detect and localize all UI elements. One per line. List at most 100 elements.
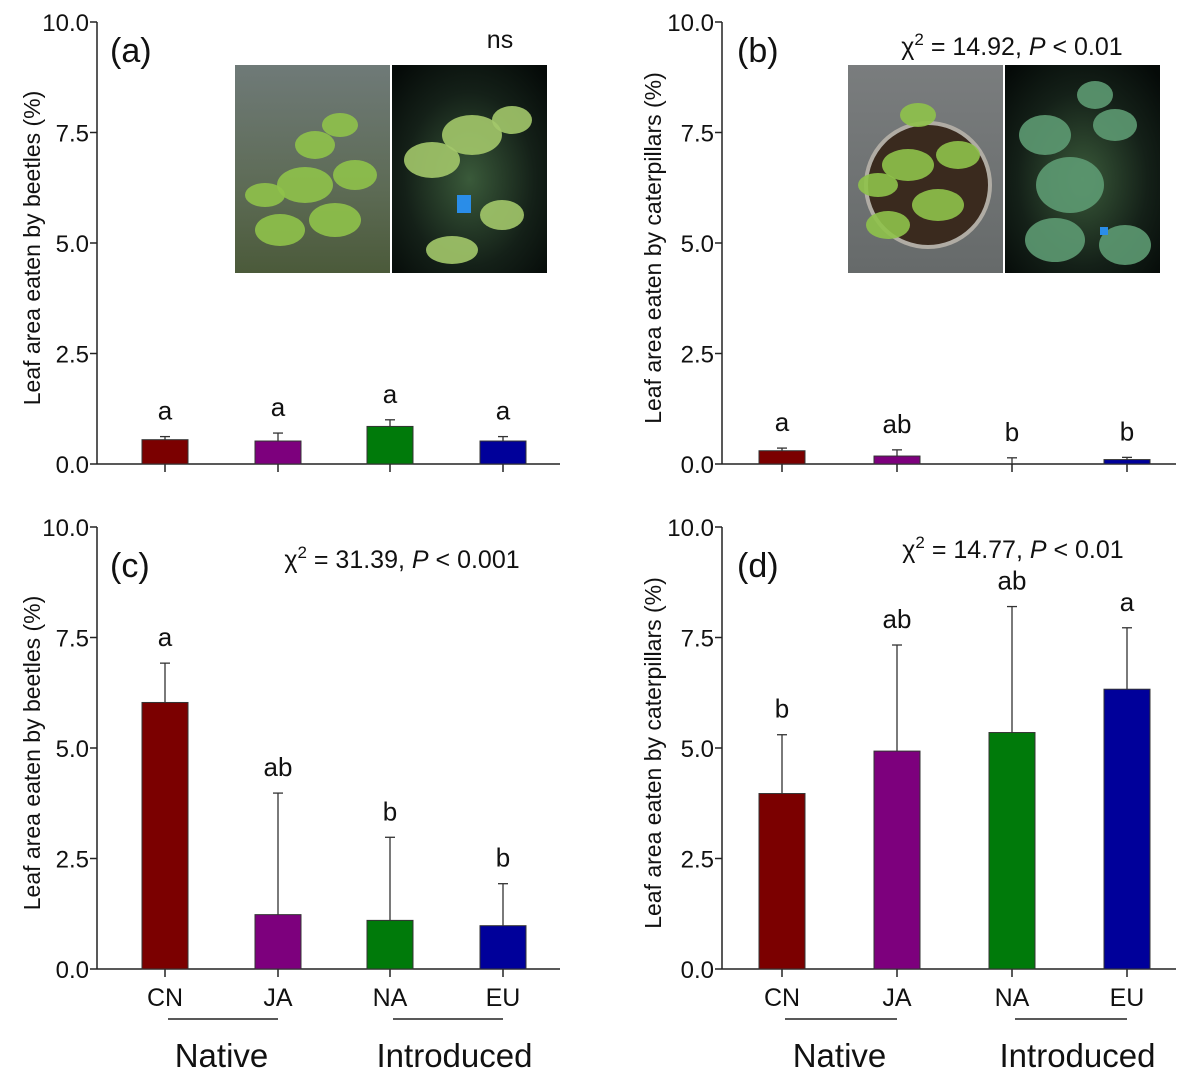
- leaf: [333, 160, 377, 190]
- chi-value: = 14.77,: [925, 536, 1030, 564]
- bar-ja: [873, 750, 921, 970]
- bar-cn: [141, 701, 189, 970]
- p-value: < 0.01: [1047, 536, 1124, 564]
- leaf: [492, 106, 532, 134]
- p-value: < 0.001: [429, 546, 520, 574]
- bar-ja: [873, 455, 921, 465]
- panel-c: 0.0 2.5 5.0 7.5 10.0 Leaf area eaten by beetl…: [19, 515, 560, 1072]
- significance-letter: a: [775, 407, 790, 437]
- y-axis-label: Leaf area eaten by caterpillars (%): [640, 577, 666, 929]
- leaf: [1093, 109, 1137, 141]
- leaf: [426, 236, 478, 264]
- significance-letter: a: [496, 396, 511, 426]
- x-tick-label: EU: [486, 984, 521, 1012]
- bar-cn: [758, 793, 806, 970]
- y-tick-label: 2.5: [681, 847, 714, 874]
- p-value: < 0.01: [1046, 33, 1123, 61]
- leaf: [245, 183, 285, 207]
- blue-tag: [457, 195, 471, 213]
- ns-label: ns: [487, 26, 513, 54]
- leaf: [1025, 218, 1085, 262]
- x-tick-label: JA: [263, 984, 293, 1012]
- bar-ja: [254, 440, 302, 465]
- leaf: [295, 131, 335, 159]
- significance-letter: b: [496, 843, 510, 873]
- y-axis-label: Leaf area eaten by caterpillars (%): [640, 72, 666, 424]
- chi-symbol: χ: [284, 546, 297, 574]
- chi-value: = 14.92,: [924, 33, 1029, 61]
- group-label-introduced: Introduced: [1000, 1037, 1156, 1072]
- y-tick-label: 5.0: [681, 231, 714, 258]
- inset-photos: [235, 65, 547, 273]
- y-axis-label: Leaf area eaten by beetles (%): [19, 91, 45, 406]
- bar-ja: [254, 914, 302, 970]
- y-tick-label: 2.5: [56, 342, 89, 369]
- x-tick-label: EU: [1110, 984, 1145, 1012]
- leaf: [322, 113, 358, 137]
- y-tick-label: 7.5: [56, 121, 89, 148]
- significance-letter: b: [1120, 416, 1134, 446]
- y-tick-label: 5.0: [56, 736, 89, 763]
- leaf: [900, 103, 936, 127]
- panel-b: 0.0 2.5 5.0 7.5 10.0 Leaf area eaten by cater…: [640, 10, 1176, 479]
- panel-d: 0.0 2.5 5.0 7.5 10.0 Leaf area eaten by cater…: [640, 515, 1176, 1072]
- panel-label: (a): [110, 32, 152, 70]
- leaf: [480, 200, 524, 230]
- y-tick-label: 0.0: [681, 957, 714, 984]
- stat-annotation: χ2 = 14.92, P < 0.01: [901, 30, 1122, 61]
- bar-cn: [141, 439, 189, 465]
- bar-na: [988, 732, 1036, 970]
- p-label: P: [1029, 33, 1046, 61]
- bar-eu: [1103, 459, 1151, 465]
- superscript: 2: [914, 30, 923, 49]
- y-tick-label: 10.0: [42, 10, 89, 37]
- y-tick-label: 0.0: [56, 452, 89, 479]
- significance-letter: ab: [998, 566, 1027, 596]
- y-tick-label: 2.5: [681, 342, 714, 369]
- p-label: P: [1030, 536, 1047, 564]
- group-label-native: Native: [793, 1037, 887, 1072]
- significance-letter: ab: [883, 409, 912, 439]
- leaf: [858, 173, 898, 197]
- significance-letter: a: [158, 622, 173, 652]
- stat-annotation: ns: [487, 26, 513, 54]
- y-tick-label: 5.0: [56, 231, 89, 258]
- significance-letter: b: [775, 694, 789, 724]
- leaf: [1099, 225, 1151, 265]
- bar-cn: [758, 450, 806, 465]
- y-tick-label: 10.0: [667, 515, 714, 542]
- group-label-native: Native: [175, 1037, 269, 1072]
- x-tick-label: JA: [882, 984, 912, 1012]
- significance-letter: a: [383, 379, 398, 409]
- significance-letter: a: [271, 392, 286, 422]
- p-label: P: [412, 546, 429, 574]
- chi-value: = 31.39,: [307, 546, 412, 574]
- chi-symbol: χ: [902, 536, 915, 564]
- leaf: [882, 149, 934, 181]
- significance-letter: ab: [264, 752, 293, 782]
- significance-letter: a: [1120, 587, 1135, 617]
- bar-na: [366, 919, 414, 970]
- panel-a: 0.0 2.5 5.0 7.5 10.0 Leaf area eaten by beetl…: [19, 10, 560, 479]
- leaf: [866, 211, 910, 239]
- x-tick-label: CN: [147, 984, 183, 1012]
- bar-eu: [479, 440, 527, 465]
- panel-label: (c): [110, 547, 150, 585]
- leaf: [1077, 81, 1113, 109]
- bar-na: [366, 425, 414, 465]
- bar-eu: [1103, 688, 1151, 970]
- x-tick-label: CN: [764, 984, 800, 1012]
- stat-annotation: χ2 = 31.39, P < 0.001: [284, 543, 519, 574]
- significance-letter: b: [383, 796, 397, 826]
- superscript: 2: [297, 543, 306, 562]
- bar-eu: [479, 925, 527, 970]
- group-label-introduced: Introduced: [377, 1037, 533, 1072]
- leaf: [936, 141, 980, 169]
- superscript: 2: [915, 533, 924, 552]
- y-tick-label: 2.5: [56, 847, 89, 874]
- inset-photos: [848, 65, 1160, 273]
- leaf: [255, 214, 305, 246]
- stat-annotation: χ2 = 14.77, P < 0.01: [902, 533, 1123, 564]
- leaf: [404, 142, 460, 178]
